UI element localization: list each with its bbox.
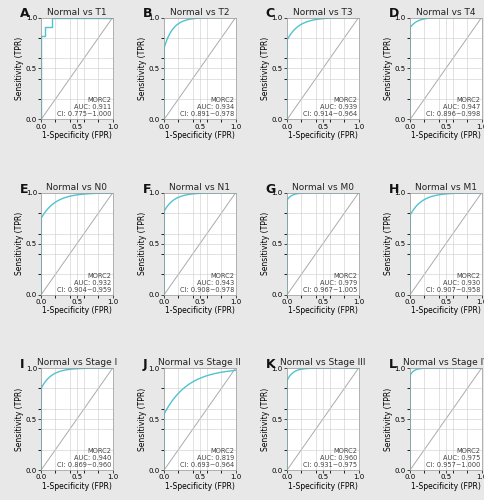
Text: MORC2
AUC: 0.930
CI: 0.907~0.958: MORC2 AUC: 0.930 CI: 0.907~0.958 [426, 272, 480, 292]
Title: Normal vs Stage IV: Normal vs Stage IV [403, 358, 484, 368]
X-axis label: 1-Specificity (FPR): 1-Specificity (FPR) [288, 131, 358, 140]
Y-axis label: Sensitivity (TPR): Sensitivity (TPR) [15, 37, 24, 100]
Text: MORC2
AUC: 0.934
CI: 0.891~0.978: MORC2 AUC: 0.934 CI: 0.891~0.978 [180, 98, 234, 117]
Text: MORC2
AUC: 0.911
CI: 0.775~1.000: MORC2 AUC: 0.911 CI: 0.775~1.000 [57, 98, 111, 117]
X-axis label: 1-Specificity (FPR): 1-Specificity (FPR) [411, 306, 481, 316]
Y-axis label: Sensitivity (TPR): Sensitivity (TPR) [261, 212, 270, 276]
Title: Normal vs M0: Normal vs M0 [292, 183, 354, 192]
Title: Normal vs N0: Normal vs N0 [46, 183, 107, 192]
X-axis label: 1-Specificity (FPR): 1-Specificity (FPR) [411, 482, 481, 490]
Title: Normal vs Stage I: Normal vs Stage I [37, 358, 117, 368]
Y-axis label: Sensitivity (TPR): Sensitivity (TPR) [15, 212, 24, 276]
Text: E: E [20, 182, 28, 196]
Y-axis label: Sensitivity (TPR): Sensitivity (TPR) [384, 212, 393, 276]
X-axis label: 1-Specificity (FPR): 1-Specificity (FPR) [411, 131, 481, 140]
Text: D: D [389, 8, 399, 20]
X-axis label: 1-Specificity (FPR): 1-Specificity (FPR) [42, 131, 112, 140]
Y-axis label: Sensitivity (TPR): Sensitivity (TPR) [384, 37, 393, 100]
Title: Normal vs T1: Normal vs T1 [47, 8, 106, 16]
Text: MORC2
AUC: 0.960
CI: 0.931~0.975: MORC2 AUC: 0.960 CI: 0.931~0.975 [303, 448, 357, 468]
Title: Normal vs T2: Normal vs T2 [170, 8, 229, 16]
Text: MORC2
AUC: 0.947
CI: 0.896~0.998: MORC2 AUC: 0.947 CI: 0.896~0.998 [426, 98, 480, 117]
Text: F: F [143, 182, 151, 196]
Y-axis label: Sensitivity (TPR): Sensitivity (TPR) [261, 37, 270, 100]
Text: G: G [266, 182, 276, 196]
Title: Normal vs Stage II: Normal vs Stage II [158, 358, 242, 368]
X-axis label: 1-Specificity (FPR): 1-Specificity (FPR) [42, 306, 112, 316]
Y-axis label: Sensitivity (TPR): Sensitivity (TPR) [384, 388, 393, 450]
X-axis label: 1-Specificity (FPR): 1-Specificity (FPR) [42, 482, 112, 490]
Text: MORC2
AUC: 0.939
CI: 0.914~0.964: MORC2 AUC: 0.939 CI: 0.914~0.964 [303, 98, 357, 117]
Text: MORC2
AUC: 0.940
CI: 0.869~0.960: MORC2 AUC: 0.940 CI: 0.869~0.960 [57, 448, 111, 468]
Text: C: C [266, 8, 275, 20]
Title: Normal vs T3: Normal vs T3 [293, 8, 353, 16]
Text: H: H [389, 182, 399, 196]
X-axis label: 1-Specificity (FPR): 1-Specificity (FPR) [288, 306, 358, 316]
Y-axis label: Sensitivity (TPR): Sensitivity (TPR) [138, 212, 147, 276]
Title: Normal vs T4: Normal vs T4 [416, 8, 476, 16]
Y-axis label: Sensitivity (TPR): Sensitivity (TPR) [138, 37, 147, 100]
X-axis label: 1-Specificity (FPR): 1-Specificity (FPR) [165, 131, 235, 140]
X-axis label: 1-Specificity (FPR): 1-Specificity (FPR) [165, 482, 235, 490]
Text: B: B [143, 8, 152, 20]
Text: MORC2
AUC: 0.932
CI: 0.904~0.959: MORC2 AUC: 0.932 CI: 0.904~0.959 [57, 272, 111, 292]
Title: Normal vs M1: Normal vs M1 [415, 183, 477, 192]
X-axis label: 1-Specificity (FPR): 1-Specificity (FPR) [165, 306, 235, 316]
Title: Normal vs Stage III: Normal vs Stage III [280, 358, 365, 368]
Text: L: L [389, 358, 396, 371]
Y-axis label: Sensitivity (TPR): Sensitivity (TPR) [15, 388, 24, 450]
Text: I: I [20, 358, 24, 371]
X-axis label: 1-Specificity (FPR): 1-Specificity (FPR) [288, 482, 358, 490]
Text: MORC2
AUC: 0.975
CI: 0.957~1.000: MORC2 AUC: 0.975 CI: 0.957~1.000 [426, 448, 480, 468]
Title: Normal vs N1: Normal vs N1 [169, 183, 230, 192]
Y-axis label: Sensitivity (TPR): Sensitivity (TPR) [138, 388, 147, 450]
Text: MORC2
AUC: 0.979
CI: 0.967~1.005: MORC2 AUC: 0.979 CI: 0.967~1.005 [303, 272, 357, 292]
Y-axis label: Sensitivity (TPR): Sensitivity (TPR) [261, 388, 270, 450]
Text: J: J [143, 358, 147, 371]
Text: MORC2
AUC: 0.819
CI: 0.693~0.964: MORC2 AUC: 0.819 CI: 0.693~0.964 [180, 448, 234, 468]
Text: A: A [20, 8, 30, 20]
Text: K: K [266, 358, 275, 371]
Text: MORC2
AUC: 0.943
CI: 0.908~0.978: MORC2 AUC: 0.943 CI: 0.908~0.978 [180, 272, 234, 292]
